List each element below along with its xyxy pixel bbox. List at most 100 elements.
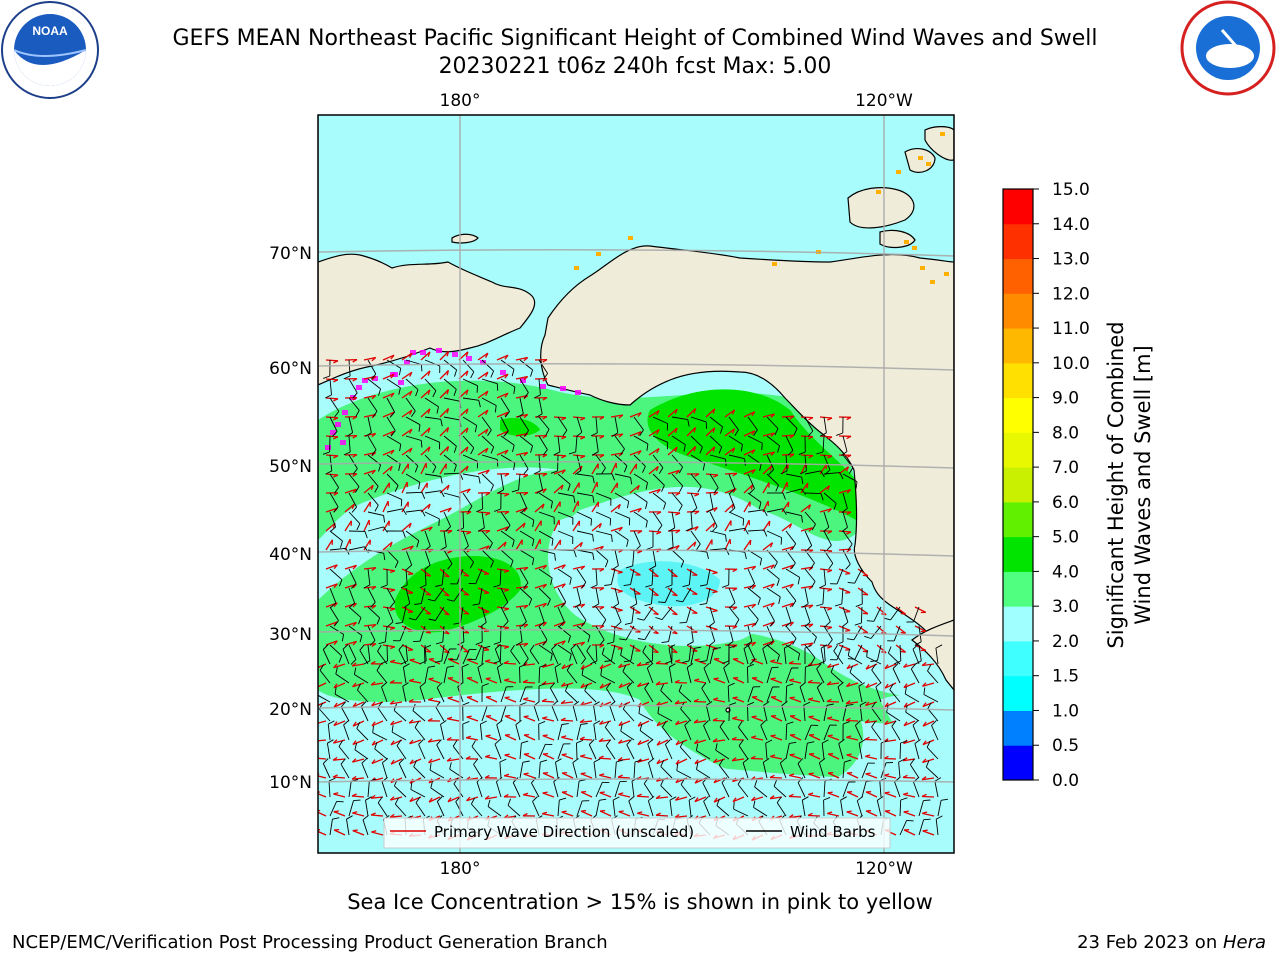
wave-arrow-shaft [485, 660, 498, 665]
wave-arrow-shaft [762, 432, 775, 437]
wave-arrow-head [656, 740, 661, 746]
wave-arrow-head [751, 565, 757, 571]
wave-arrow-head [446, 408, 450, 414]
wave-arrow [591, 568, 605, 572]
wind-barb-flag [792, 638, 797, 645]
wave-arrow-shaft [724, 503, 735, 513]
wave-arrow [477, 352, 489, 361]
wind-barb [742, 758, 749, 779]
wind-barb-staff [668, 667, 673, 684]
wave-arrow [428, 758, 441, 764]
wave-arrow [503, 793, 517, 798]
wind-barb [838, 739, 845, 760]
wind-barb [858, 739, 866, 760]
wave-arrow-head [751, 735, 757, 739]
wind-barb [500, 359, 515, 377]
wave-arrow-head [846, 435, 852, 440]
wind-barb-flag [568, 451, 576, 455]
wave-arrow [420, 389, 431, 399]
wind-barb-staff [386, 435, 402, 445]
wave-arrow [401, 371, 413, 380]
wind-barb [453, 777, 464, 798]
wind-barb-staff [823, 606, 831, 622]
wind-barb [668, 663, 676, 684]
wind-barb-flag [638, 706, 641, 714]
wave-arrow [439, 370, 450, 380]
wave-arrow [598, 755, 612, 760]
wind-barb-staff [918, 819, 925, 836]
wind-barb-flag [467, 505, 473, 513]
wave-arrow-head [504, 473, 510, 477]
wave-arrow-shaft [344, 640, 357, 646]
wind-barb [660, 779, 673, 798]
wind-barb [402, 663, 410, 684]
wave-arrow-head [618, 433, 624, 438]
wave-arrow [503, 660, 517, 665]
wave-arrow [579, 736, 593, 741]
colorbar-tick-label: 5.0 [1052, 528, 1079, 548]
wave-arrow-head [827, 716, 833, 720]
wave-arrow-shaft [553, 564, 566, 570]
wave-arrow [762, 465, 773, 475]
wind-barb-staff [405, 644, 408, 661]
wind-barb [327, 720, 335, 741]
wave-arrow [382, 430, 395, 437]
wave-arrow [884, 773, 897, 779]
wind-barb-staff [705, 705, 711, 722]
wind-barb [842, 530, 853, 551]
wind-barb [429, 763, 445, 779]
wind-barb-staff [660, 766, 673, 779]
wave-arrow-shaft [788, 662, 802, 665]
wave-arrow [724, 428, 736, 437]
wind-barb-staff [873, 606, 882, 622]
wind-barb [557, 797, 567, 817]
wind-barb-flag [434, 660, 442, 663]
wind-barb-flag [706, 701, 713, 706]
wind-barb [538, 743, 553, 760]
wind-barb [671, 435, 686, 452]
wave-arrow-head [447, 696, 453, 699]
wind-barb-staff [728, 625, 734, 642]
wave-arrow [656, 758, 669, 765]
colorbar-segment [1003, 745, 1033, 781]
wind-barb-staff [836, 568, 844, 585]
wind-barb [360, 701, 369, 722]
wind-barb-flag [453, 464, 457, 472]
wave-arrow [694, 678, 707, 684]
wind-barb [823, 724, 837, 741]
wave-arrow [921, 661, 935, 667]
wind-barb-staff [348, 359, 351, 377]
wind-barb-staff [340, 706, 350, 722]
wave-arrow-head [712, 590, 718, 594]
wave-arrow-shaft [401, 501, 409, 513]
wave-arrow [420, 587, 432, 596]
wind-barb-staff [870, 625, 882, 639]
wind-barb-flag [581, 668, 584, 676]
wind-barb [646, 531, 654, 550]
wave-arrow-shaft [800, 527, 813, 532]
wind-barb [500, 549, 514, 568]
wind-barb [728, 473, 736, 494]
wave-arrow [655, 794, 669, 800]
wind-barb-flag [637, 618, 645, 621]
wind-barb-staff [785, 454, 788, 472]
wind-barb-flag [490, 446, 495, 454]
wave-arrow-head [427, 427, 431, 433]
wave-arrow [409, 739, 422, 745]
wind-barb [538, 435, 548, 456]
wind-barb [536, 397, 543, 418]
wave-arrow-shaft [770, 660, 783, 665]
wave-arrow [401, 644, 414, 651]
wind-barb-staff [703, 801, 711, 817]
wind-barb-staff [647, 743, 654, 760]
wind-barb [374, 742, 388, 760]
wind-barb-flag [811, 581, 816, 588]
colorbar [1003, 189, 1033, 781]
wave-arrow-shaft [800, 585, 813, 589]
wind-barb [475, 625, 483, 646]
wind-barb-flag [715, 743, 718, 751]
wind-barb [785, 721, 794, 741]
wind-barb-flag [622, 665, 627, 672]
colorbar-segment [1003, 501, 1033, 538]
wind-barb-staff [595, 492, 612, 500]
